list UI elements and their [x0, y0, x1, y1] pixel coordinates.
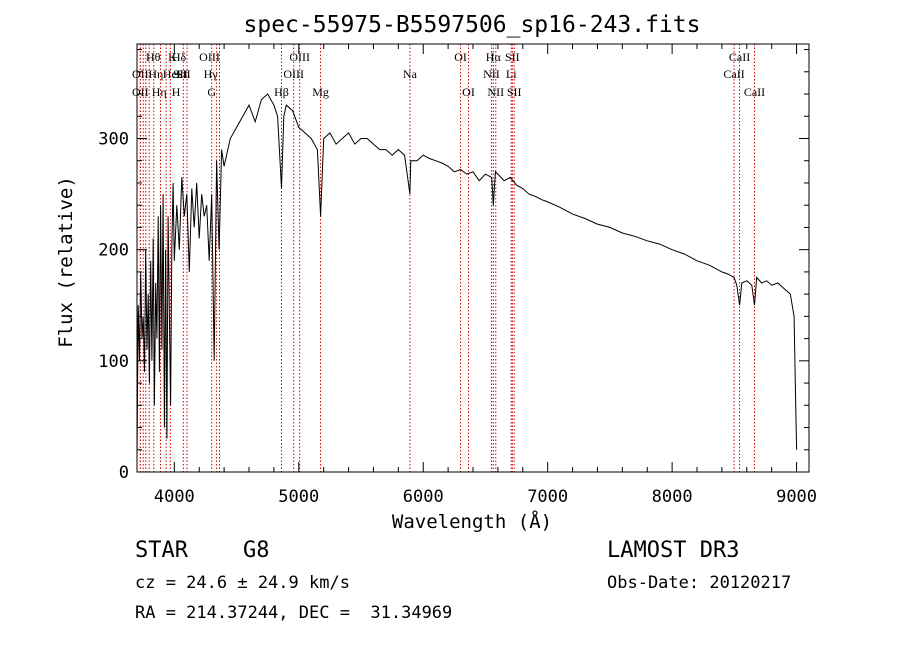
plot-frame [136, 43, 810, 473]
marker-label-27: CaII [723, 67, 744, 81]
x-tick-label: 9000 [776, 487, 817, 507]
marker-label-7: H [172, 85, 181, 99]
marker-label-2: Hθ [146, 50, 161, 64]
marker-label-11: G [207, 85, 216, 99]
obs-date: Obs-Date: 20120217 [607, 573, 792, 593]
marker-label-18: Na [403, 67, 418, 81]
y-axis-label: Flux (relative) [55, 176, 77, 348]
y-tick-label: 100 [98, 352, 129, 372]
marker-label-1: OII [132, 85, 149, 99]
marker-label-4: Hη [152, 85, 167, 99]
marker-label-14: Hβ [274, 85, 289, 99]
marker-label-28: CaII [729, 50, 750, 64]
marker-label-5: HeI [163, 67, 181, 81]
marker-label-25: SII [505, 50, 520, 64]
x-tick-label: 7000 [527, 487, 568, 507]
marker-label-26: SII [507, 85, 522, 99]
marker-label-19: OI [454, 50, 467, 64]
marker-label-12: Hγ [204, 67, 219, 81]
x-tick-label: 8000 [652, 487, 693, 507]
marker-label-16: OIII [289, 50, 310, 64]
marker-label-9: Hδ [172, 50, 187, 64]
plot-axes: 4000 5000 6000 7000 8000 9000 0 100 200 300 [98, 43, 817, 507]
spectrum-series [136, 93, 798, 461]
marker-label-22: Hα [486, 50, 502, 64]
y-tick-label: 0 [119, 463, 129, 483]
marker-label-20: OI [462, 85, 475, 99]
class-type: STAR [135, 538, 188, 563]
marker-label-13: OIII [199, 50, 220, 64]
marker-label-21: NII [483, 67, 500, 81]
marker-label-17: Mg [312, 85, 329, 99]
marker-label-24: Li [506, 67, 517, 81]
marker-label-6: K [168, 50, 177, 64]
survey-name: LAMOST DR3 [607, 538, 740, 563]
marker-label-8: SII [173, 67, 188, 81]
spectrum-line-0 [136, 93, 798, 461]
x-tick-label: 4000 [154, 487, 195, 507]
x-tick-label: 5000 [278, 487, 319, 507]
marker-label-15: OIII [283, 67, 304, 81]
coordinates: RA = 214.37244, DEC = 31.34969 [135, 603, 453, 623]
redshift-value: cz = 24.6 ± 24.9 km/s [135, 573, 350, 593]
x-axis-label: Wavelength (Å) [392, 510, 552, 533]
marker-label-23: NII [487, 85, 504, 99]
y-tick-label: 300 [98, 129, 129, 149]
spectral-line-markers: OIIOIIHθHηHηHeIKHSIIHδSIIGHγOIIIHβOIIIOI… [132, 44, 765, 472]
marker-label-10: SII [176, 67, 191, 81]
x-tick-label: 6000 [403, 487, 444, 507]
marker-label-0: OII [132, 67, 149, 81]
subclass: G8 [243, 538, 270, 563]
marker-label-3: Hη [148, 67, 163, 81]
y-tick-label: 200 [98, 241, 129, 261]
chart-title: spec-55975-B5597506_sp16-243.fits [244, 12, 701, 38]
marker-label-29: CaII [744, 85, 765, 99]
